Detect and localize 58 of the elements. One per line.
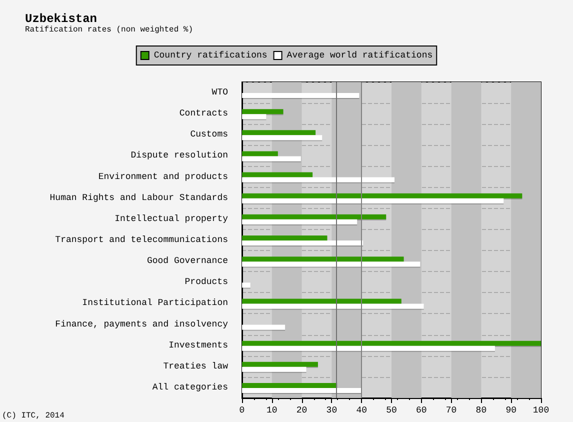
bar: [242, 109, 284, 114]
y-tick-label: Products: [184, 277, 228, 288]
bar: [242, 388, 362, 393]
x-tick-label: 20: [296, 406, 308, 416]
y-tick-label: WTO: [212, 88, 228, 98]
text: Ratification rates (non weighted %): [25, 26, 194, 34]
bar: [242, 298, 402, 304]
x-tick-label: 10: [266, 406, 278, 416]
x-tick-label: 50: [386, 406, 397, 416]
bar: [242, 262, 420, 267]
x-tick-label: 60: [416, 406, 427, 416]
y-tick-label: Investments: [168, 340, 228, 350]
y-tick-label: Human Rights and Labour Standards: [50, 192, 228, 203]
bar: [242, 340, 541, 346]
x-tick-label: 100: [532, 406, 550, 416]
bar: [242, 324, 286, 330]
bar: [242, 193, 522, 198]
legend-label: Average world ratifications: [286, 50, 433, 60]
bar: [242, 151, 278, 156]
x-tick-label: 30: [326, 406, 338, 416]
x-tick-label: 70: [446, 406, 457, 416]
bar: [242, 177, 394, 182]
bar: [242, 256, 404, 262]
x-tick-label: 80: [476, 406, 487, 416]
bar: [242, 114, 266, 120]
y-tick-label: Contracts: [179, 108, 228, 119]
text: (C) ITC, 2014: [2, 412, 65, 420]
y-tick-label: All categories: [152, 382, 228, 392]
bar: [242, 236, 328, 240]
bar: [242, 282, 250, 288]
y-tick-label: Institutional Participation: [82, 298, 228, 308]
x-tick-label: 0: [239, 406, 245, 416]
y-tick-label: Intellectual property: [114, 214, 229, 224]
bar: [242, 93, 360, 98]
y-tick-label: Dispute resolution: [130, 150, 228, 161]
bar: [242, 346, 495, 351]
bar: [242, 130, 316, 136]
bar: [242, 156, 301, 162]
bar: [242, 219, 358, 224]
bar: [242, 362, 318, 367]
y-tick-label: Environment and products: [98, 172, 228, 182]
x-tick-label: 90: [506, 406, 517, 416]
y-tick-label: Good Governance: [146, 256, 228, 266]
y-tick-label: Finance, payments and insolvency: [55, 319, 229, 330]
text: Uzbekistan: [25, 12, 98, 26]
bar: [242, 304, 424, 309]
bar: [242, 240, 364, 246]
bar: [242, 135, 322, 140]
x-tick-label: 40: [356, 406, 368, 416]
y-tick-label: Customs: [190, 130, 228, 140]
y-tick-label: Treaties law: [163, 361, 229, 372]
bar: [242, 366, 306, 372]
bar: [242, 198, 504, 204]
bar: [242, 382, 338, 388]
y-tick-label: Transport and telecommunications: [55, 235, 228, 245]
bar: [242, 214, 386, 220]
legend-label: Country ratifications: [154, 50, 268, 60]
bar: [242, 172, 313, 178]
